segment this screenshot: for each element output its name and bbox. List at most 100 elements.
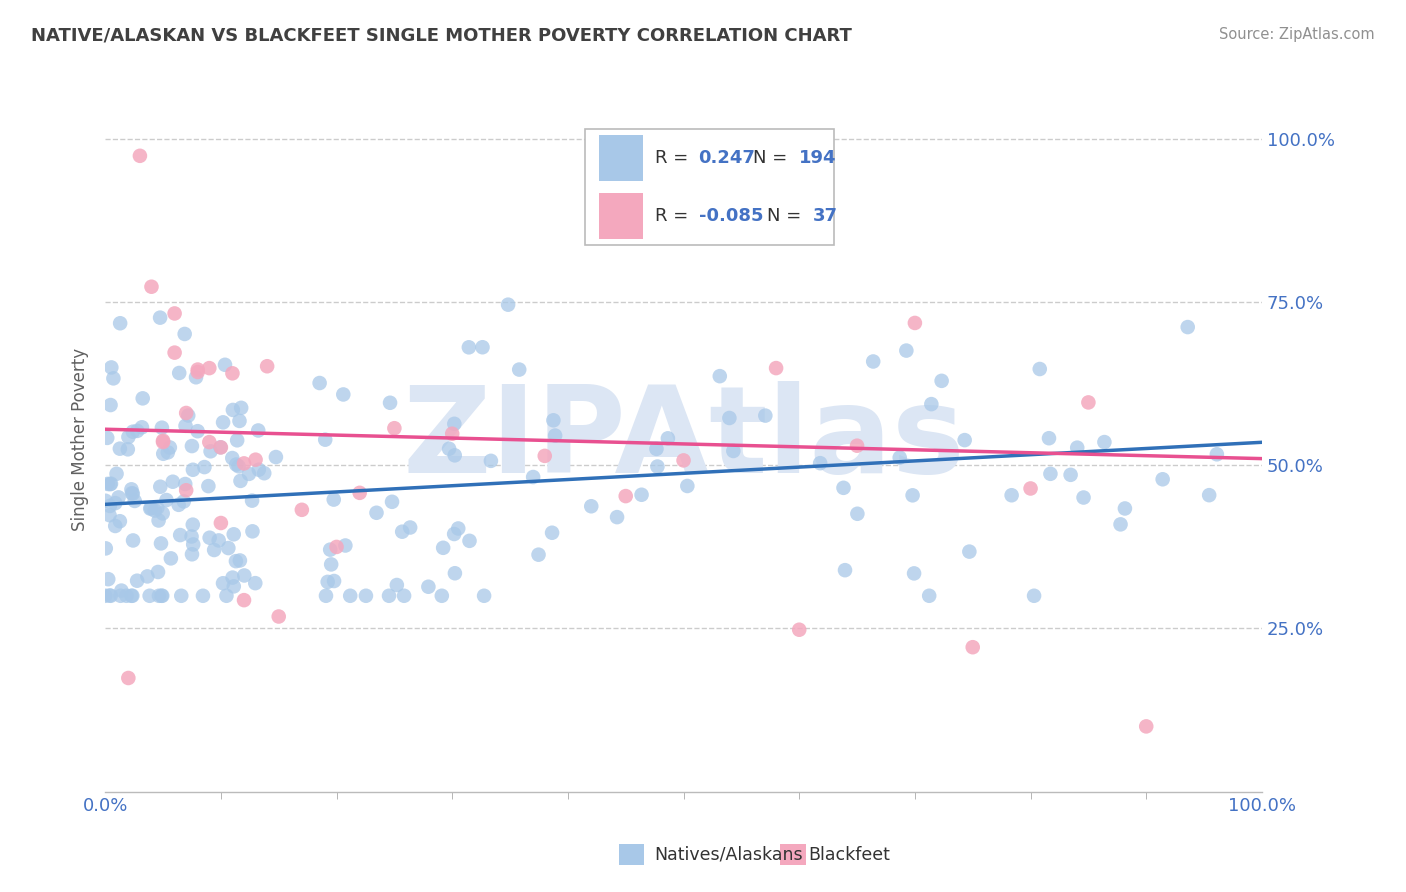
Text: R =: R = — [655, 149, 693, 167]
Point — [256, 359, 278, 374]
Point — [901, 488, 924, 502]
Point — [146, 565, 169, 579]
Point — [152, 507, 174, 521]
Point — [325, 540, 347, 554]
Point — [322, 492, 344, 507]
Point — [198, 531, 221, 545]
Point — [187, 362, 209, 376]
Point — [458, 533, 481, 548]
Point — [98, 589, 121, 603]
Point — [173, 326, 195, 341]
Point — [159, 441, 181, 455]
Point — [180, 529, 202, 543]
Point — [197, 479, 219, 493]
Point — [1019, 482, 1042, 496]
Point — [229, 474, 252, 488]
Point — [122, 533, 145, 548]
Point — [98, 477, 121, 491]
Point — [212, 576, 235, 591]
Point — [209, 516, 232, 530]
Point — [1109, 517, 1132, 532]
Point — [103, 371, 125, 385]
Point — [170, 589, 193, 603]
Point — [160, 551, 183, 566]
Point — [291, 503, 314, 517]
Point — [198, 361, 221, 376]
Point — [808, 456, 831, 470]
Point — [709, 369, 731, 384]
Point — [441, 426, 464, 441]
Point — [457, 340, 479, 354]
Point — [110, 583, 132, 598]
Point — [1177, 320, 1199, 334]
Point — [149, 480, 172, 494]
Text: 194: 194 — [799, 149, 837, 167]
Point — [233, 593, 256, 607]
Point — [152, 434, 174, 448]
Point — [657, 431, 679, 445]
Point — [496, 298, 519, 312]
Point — [96, 431, 118, 445]
Point — [443, 527, 465, 541]
Point — [208, 533, 231, 548]
Point — [647, 459, 669, 474]
Point — [444, 566, 467, 581]
Point — [124, 494, 146, 508]
Point — [315, 589, 337, 603]
Text: 37: 37 — [813, 207, 838, 225]
Point — [321, 558, 343, 572]
Point — [253, 467, 276, 481]
Text: N =: N = — [754, 149, 793, 167]
Point — [378, 396, 401, 410]
Text: R =: R = — [655, 207, 693, 225]
Point — [233, 457, 256, 471]
Point — [177, 409, 200, 423]
Point — [139, 501, 162, 516]
Point — [316, 574, 339, 589]
Point — [862, 354, 884, 368]
Point — [221, 450, 243, 465]
Point — [896, 343, 918, 358]
Point — [174, 477, 197, 491]
Point — [889, 450, 911, 465]
Point — [121, 589, 143, 603]
Point — [754, 409, 776, 423]
Point — [100, 476, 122, 491]
Point — [181, 547, 204, 561]
Point — [541, 525, 564, 540]
Point — [229, 553, 252, 567]
Point — [163, 345, 186, 359]
Point — [121, 425, 143, 439]
Point — [107, 491, 129, 505]
Point — [121, 486, 143, 500]
Point — [226, 434, 249, 448]
Point — [765, 361, 787, 376]
Point — [430, 589, 453, 603]
Point — [846, 507, 869, 521]
Point — [222, 403, 245, 417]
Point — [245, 576, 267, 591]
Point — [200, 444, 222, 458]
Point — [339, 589, 361, 603]
Point — [104, 519, 127, 533]
Point — [378, 589, 401, 603]
Point — [129, 149, 152, 163]
Point — [217, 541, 239, 555]
Point — [193, 460, 215, 475]
Point — [181, 537, 204, 551]
Point — [471, 340, 494, 354]
Point — [97, 572, 120, 586]
Point — [1059, 467, 1081, 482]
Point — [385, 578, 408, 592]
Point — [1066, 441, 1088, 455]
Point — [1094, 435, 1116, 450]
Point — [846, 439, 869, 453]
Point — [150, 589, 173, 603]
Point — [332, 387, 354, 401]
Point — [581, 500, 603, 514]
Point — [108, 442, 131, 456]
Point — [1205, 447, 1227, 461]
Point — [225, 554, 247, 568]
Point — [384, 421, 406, 435]
Point — [221, 367, 243, 381]
